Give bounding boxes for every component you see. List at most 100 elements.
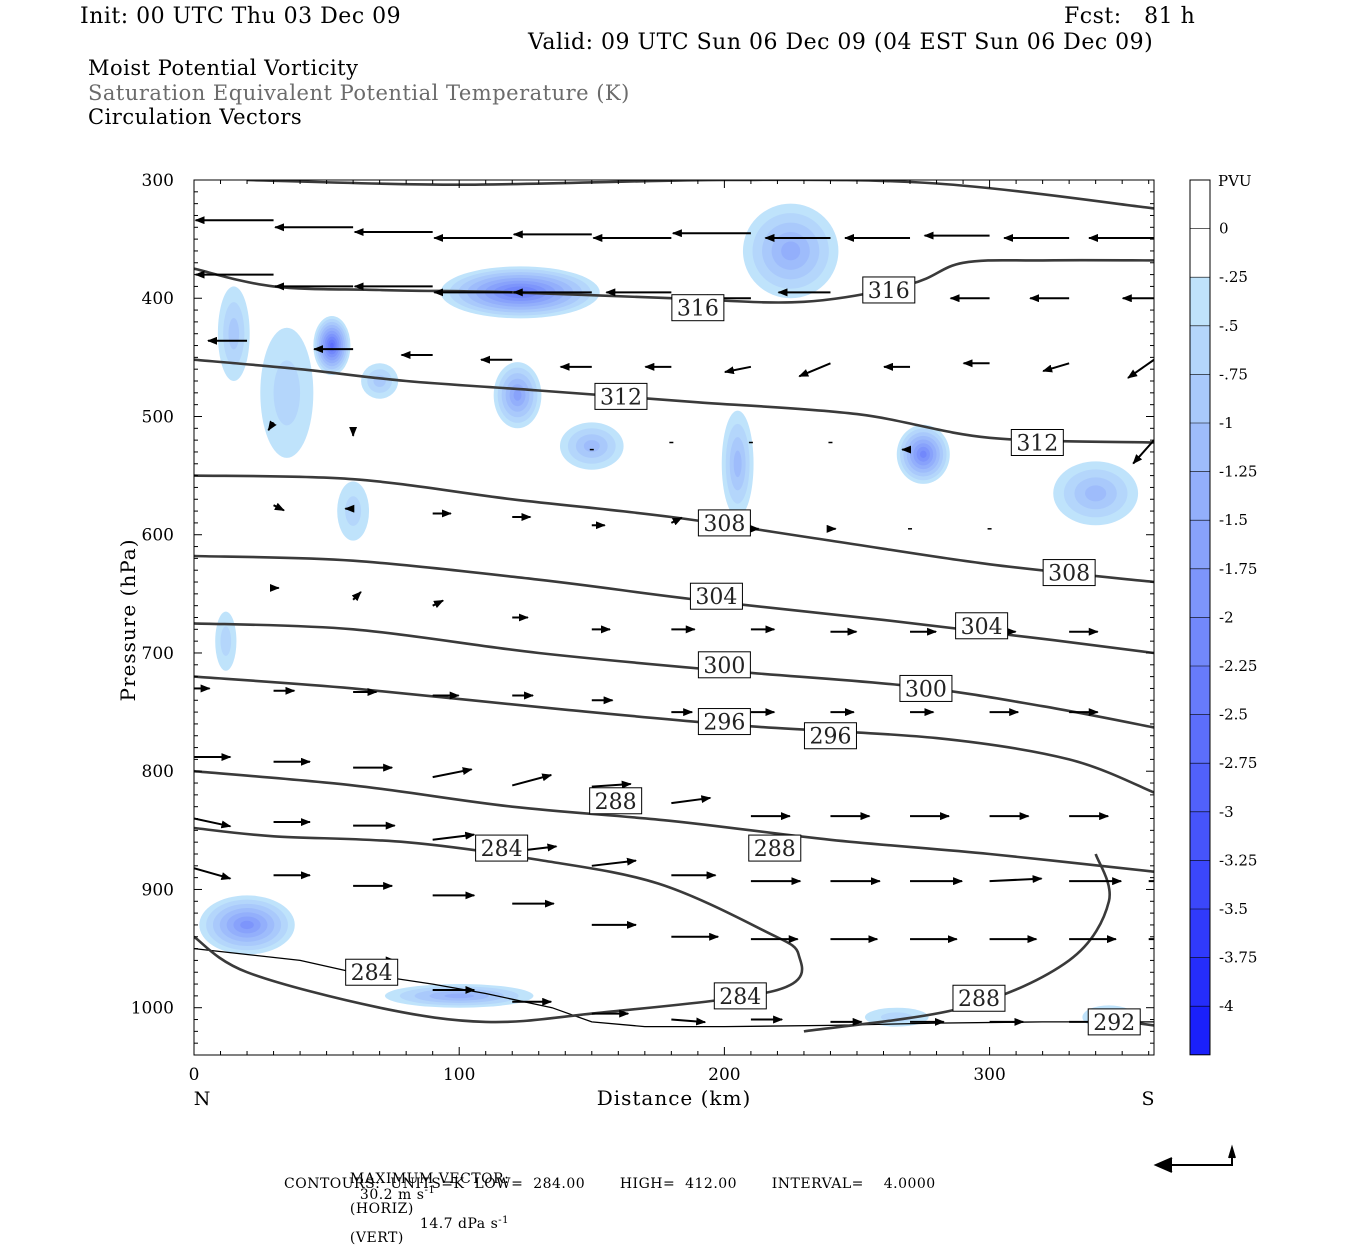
colorbar-swatch [1190,423,1210,472]
colorbar-swatch [1190,714,1210,764]
contour-line [803,853,1111,1033]
pv-shade-level [513,389,522,401]
pv-blob [199,895,295,955]
contour-label: 296 [697,708,751,736]
circulation-vector [194,867,232,880]
y-tick-label: 900 [142,880,174,900]
contour-label-box [1010,429,1064,456]
max-vector-line: MAXIMUM VECTOR: 30.2 m s-1 (HORIZ) 14.7 … [340,1158,509,1245]
pv-shade-level [330,342,334,349]
pv-shade-level [240,920,254,930]
y-tick-label: 800 [142,762,174,782]
circulation-vector [267,420,277,432]
contour-label-box [803,722,857,750]
pv-blob [721,410,754,517]
y-tick-label: 400 [142,289,174,309]
axes: 300 400 500 600 700 800 900 1000 0 100 200 300 [131,171,1154,1085]
contour-label: 288 [589,787,643,815]
circulation-vector [511,773,553,787]
pv-shade-level [228,317,240,350]
colorbar-swatch [1190,1006,1210,1055]
pv-shade-level [444,993,475,999]
contour-label-text: 292 [1093,1011,1135,1036]
colorbar-level-label: -.75 [1219,365,1248,383]
contour-label-text: 316 [677,297,719,322]
contour-line [194,675,1154,794]
contour-line [194,554,1154,655]
x-end-label-n: N [194,1088,211,1110]
contour-label-box [689,582,743,610]
contour-label-box [697,651,751,679]
contour-label: 316 [862,276,916,304]
contour-label: 284 [713,982,767,1010]
circulation-vector [989,875,1043,884]
contour-info: CONTOURS: UNITS=K LOW= 284.00 HIGH= 412.… [284,1176,936,1192]
pv-blob [384,984,534,1008]
contour-label-text: 284 [481,837,523,862]
colorbar-swatch [1190,811,1210,861]
contour-label: 288 [748,834,802,862]
vector-key-arrow [1153,1144,1236,1173]
colorbar-level-label: -3 [1219,803,1234,821]
contour-label-text: 312 [600,385,642,410]
circulation-vector [432,831,476,841]
max-horiz-value: 30.2 m s [359,1186,425,1203]
title-mpv: Moist Potential Vorticity [88,56,359,80]
contour-label-text: 288 [595,790,637,815]
colorbar-swatch [1190,180,1210,229]
colorbar-swatch [1190,374,1210,423]
init-time: Init: 00 UTC Thu 03 Dec 09 [80,4,402,29]
contour-line [246,180,1154,210]
contour-label-text: 312 [1016,432,1058,457]
pv-shade-level [781,241,801,261]
x-tick-label: 300 [973,1065,1005,1085]
contour-label-text: 288 [754,837,796,862]
contour-label-box [955,612,1009,640]
contour-label-text: 300 [905,677,947,702]
contour-label-box [713,982,767,1010]
pv-blob [313,315,351,376]
contour-label: 284 [475,834,529,862]
circulation-vector [723,365,752,375]
contour-label-text: 304 [695,585,737,610]
pv-blob [215,611,237,671]
contour-label: 312 [1010,429,1064,457]
contour-label-text: 284 [719,985,761,1010]
contour-label-box [671,294,725,322]
colorbar-swatch [1190,957,1210,1007]
colorbar-level-label: -3.75 [1219,949,1257,967]
contour-label: 284 [345,958,399,986]
circulation-vector [670,516,683,526]
colorbar-swatch [1190,763,1210,812]
contour-label: 288 [952,984,1006,1012]
pv-shade-level [919,450,927,459]
contour-label-box [1042,559,1096,587]
forecast-hour: Fcst: 81 h [1064,4,1196,29]
contour-label-box [862,276,916,304]
circulation-vector [1127,358,1154,379]
x-axis-title: Distance (km) [597,1086,752,1110]
colorbar-swatch [1190,228,1210,278]
circulation-vector [798,362,831,378]
max-vector-label: MAXIMUM VECTOR: [349,1171,510,1187]
contour-line [194,769,1154,873]
contour-label: 316 [671,294,725,322]
circulation-vector [591,857,637,867]
colorbar-level-label: -1.75 [1219,560,1257,578]
x-tick-label: 200 [708,1065,740,1085]
contour-label-text: 308 [1048,562,1090,587]
pv-blob [559,422,624,470]
pv-shade-level [583,440,600,452]
y-tick-label: 1000 [131,999,174,1019]
contour-label-text: 296 [809,725,851,750]
title-theta-es: Saturation Equivalent Potential Temperat… [88,81,630,105]
colorbar-level-label: -1.5 [1219,511,1248,529]
colorbar-level-label: -2.75 [1219,754,1257,772]
colorbar-level-label: -1 [1219,414,1234,432]
colorbar-swatch [1190,909,1210,958]
colorbar-level-label: -.25 [1219,268,1248,286]
contour-label: 300 [899,674,953,702]
y-tick-label: 300 [142,171,174,191]
circulation-vector [273,502,285,512]
colorbar-level-label: -1.25 [1219,463,1257,481]
